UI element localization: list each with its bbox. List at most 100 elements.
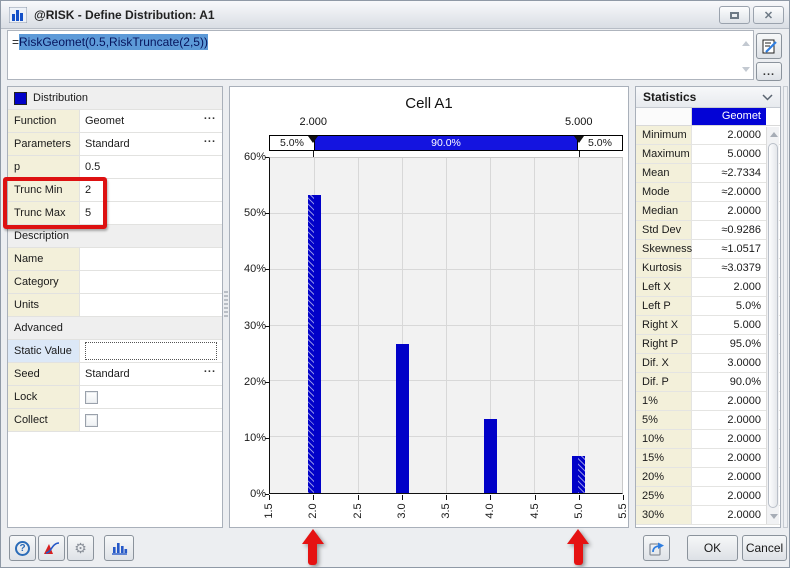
stat-value: 3.0000 — [727, 357, 761, 369]
formula-bar[interactable]: =RiskGeomet(0.5,RiskTruncate(2,5)) — [7, 30, 754, 80]
band-middle-segment[interactable]: 90.0% — [314, 136, 578, 150]
left-delimiter-marker[interactable] — [308, 136, 319, 143]
chart-title: Cell A1 — [405, 95, 453, 112]
truncation-hatch — [307, 195, 314, 493]
export-button[interactable] — [643, 535, 670, 561]
y-axis-label: 30% — [243, 319, 266, 332]
statistics-title: Statistics — [643, 90, 697, 104]
static-value-input[interactable] — [85, 342, 217, 360]
cancel-button[interactable]: Cancel — [742, 535, 787, 561]
property-row-p: p 0.5 — [8, 156, 222, 179]
ellipsis-icon: ... — [762, 65, 776, 78]
property-row-name: Name — [8, 248, 222, 271]
arrow-head — [301, 529, 324, 544]
property-label-seed: Seed — [8, 363, 80, 385]
property-value-p[interactable]: 0.5 — [80, 156, 222, 178]
vertical-gridline — [446, 158, 447, 493]
statistics-header[interactable]: Statistics — [636, 87, 780, 108]
ok-button[interactable]: OK — [687, 535, 738, 561]
edit-formula-icon — [762, 39, 777, 53]
stat-value: ≈1.0517 — [721, 243, 761, 255]
x-axis-label: 4.5 — [528, 503, 541, 519]
close-button[interactable]: ✕ — [753, 6, 784, 24]
scroll-up-icon[interactable] — [770, 132, 778, 137]
formula-more-button[interactable]: ... — [756, 62, 782, 81]
property-row-trunc-max: Trunc Max 5 — [8, 202, 222, 225]
formula-scroll-up-icon[interactable] — [742, 41, 750, 46]
property-value-trunc-min[interactable]: 2 — [80, 179, 222, 201]
panel-splitter-handle[interactable] — [224, 291, 228, 319]
stat-value: 2.0000 — [727, 395, 761, 407]
stat-label: Left P — [636, 297, 692, 315]
help-button[interactable]: ? — [9, 535, 36, 561]
x-axis-tick — [269, 495, 270, 500]
property-label-lock: Lock — [8, 386, 80, 408]
stat-label: Mean — [636, 164, 692, 182]
stat-row-skewness: Skewness ≈1.0517 — [636, 240, 780, 259]
y-axis-labels: 0% 10% 20% 30% 40% 50% 60% — [232, 151, 266, 500]
collect-checkbox[interactable] — [85, 413, 98, 427]
bar-x-5 — [571, 455, 585, 493]
stat-row-dif-x: Dif. X 3.0000 — [636, 354, 780, 373]
property-value-text: 2 — [85, 184, 92, 196]
maximize-button[interactable] — [719, 6, 750, 24]
statistics-column-header: Geomet — [692, 108, 766, 125]
property-value-lock[interactable] — [80, 386, 222, 408]
property-value-collect[interactable] — [80, 409, 222, 431]
distribution-curve-icon — [44, 542, 60, 554]
ellipsis-button[interactable]: ... — [203, 110, 216, 122]
x-axis-label: 4.0 — [484, 503, 497, 519]
stat-row-kurtosis: Kurtosis ≈3.0379 — [636, 259, 780, 278]
y-axis-label: 40% — [243, 263, 266, 276]
x-axis-label: 2.0 — [307, 503, 320, 519]
formula-text: =RiskGeomet(0.5,RiskTruncate(2,5)) — [12, 34, 208, 50]
distribution-type-button[interactable] — [38, 535, 65, 561]
property-value-function[interactable]: Geomet... — [80, 110, 222, 132]
band-right-segment[interactable]: 5.0% — [578, 136, 622, 150]
property-value-category[interactable] — [80, 271, 222, 293]
stat-value: ≈2.7334 — [721, 167, 761, 179]
bar-x-4 — [483, 418, 497, 493]
property-value-seed[interactable]: Standard... — [80, 363, 222, 385]
settings-button[interactable]: ⚙ — [67, 535, 94, 561]
property-value-name[interactable] — [80, 248, 222, 270]
lock-checkbox[interactable] — [85, 390, 98, 404]
formula-scroll-down-icon[interactable] — [742, 67, 750, 72]
property-row-advanced: Advanced — [8, 317, 222, 340]
stat-value: 5.0% — [735, 300, 761, 312]
stat-label: Dif. X — [636, 354, 692, 372]
stat-row-10: 10% 2.0000 — [636, 430, 780, 449]
right-delimiter-marker[interactable] — [573, 136, 584, 143]
vertical-gridline — [402, 158, 403, 493]
scrollbar-thumb[interactable] — [768, 143, 778, 508]
property-value-parameters[interactable]: Standard... — [80, 133, 222, 155]
help-icon: ? — [15, 540, 30, 556]
stat-row-left-p: Left P 5.0% — [636, 297, 780, 316]
scroll-down-icon[interactable] — [770, 514, 778, 519]
property-value-units[interactable] — [80, 294, 222, 316]
statistics-scrollbar[interactable] — [766, 127, 779, 524]
right-splitter-handle[interactable] — [783, 86, 788, 528]
ellipsis-button[interactable]: ... — [203, 133, 216, 145]
stat-label: Kurtosis — [636, 259, 692, 277]
ellipsis-button[interactable]: ... — [203, 363, 216, 375]
edit-formula-button[interactable] — [756, 33, 782, 59]
x-axis-tick — [623, 495, 624, 500]
stat-value: 95.0% — [729, 338, 761, 350]
stat-label: Right X — [636, 316, 692, 334]
band-left-segment[interactable]: 5.0% — [270, 136, 314, 150]
x-axis-tick — [446, 495, 447, 500]
title-bar[interactable]: @RISK - Define Distribution: A1 ✕ — [1, 1, 789, 29]
stat-label: Left X — [636, 278, 692, 296]
property-label-trunc-min: Trunc Min — [8, 179, 80, 201]
chart-options-button[interactable] — [104, 535, 134, 561]
x-axis-label: 3.5 — [440, 503, 452, 519]
annotation-highlight-box — [3, 177, 107, 229]
stat-row-left-x: Left X 2.000 — [636, 278, 780, 297]
property-value-trunc-max[interactable]: 5 — [80, 202, 222, 224]
property-label-category: Category — [8, 271, 80, 293]
stat-value: 5.0000 — [727, 148, 761, 160]
property-value-static-value[interactable] — [80, 340, 222, 362]
close-icon: ✕ — [763, 9, 774, 22]
stat-label: Maximum — [636, 145, 692, 163]
